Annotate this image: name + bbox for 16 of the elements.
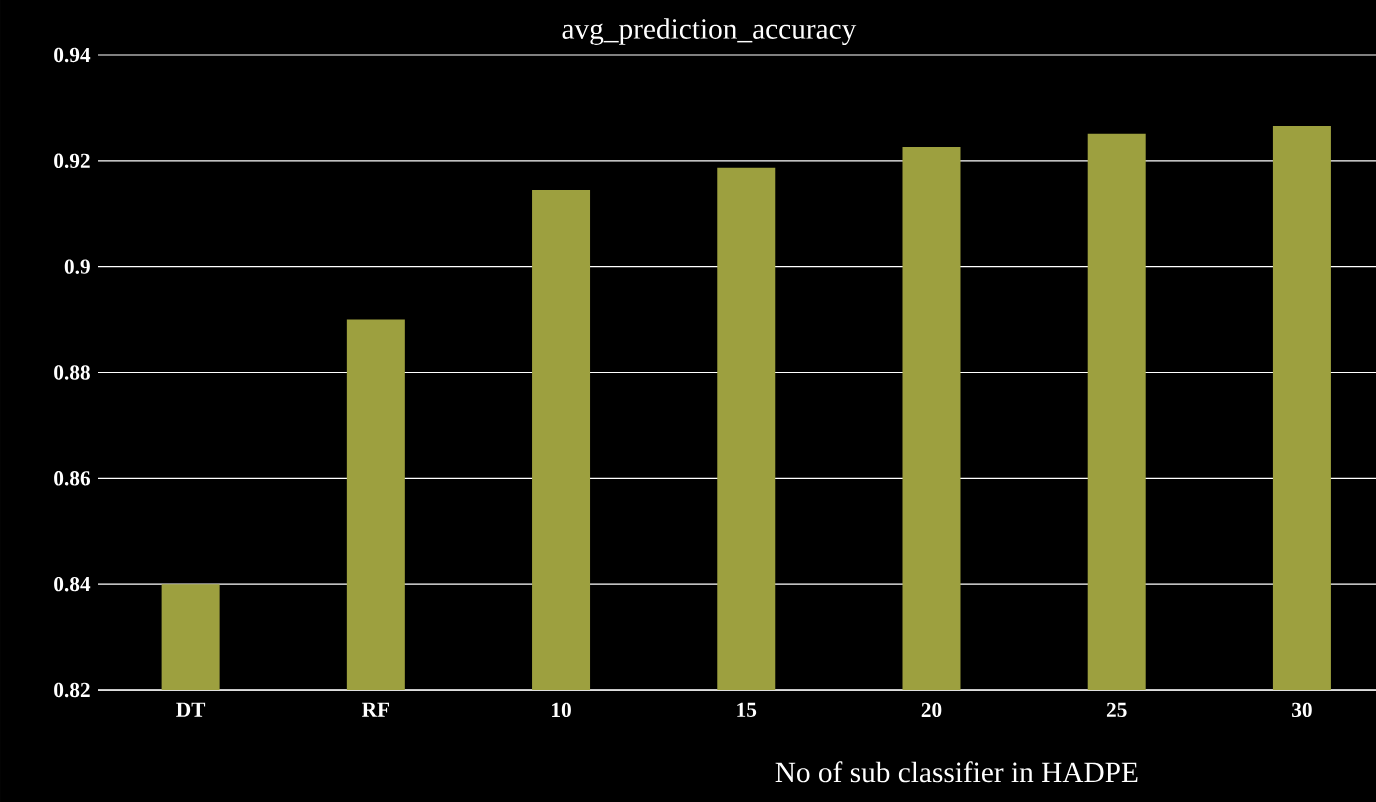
- x-tick-label: 15: [737, 702, 757, 717]
- x-tick-label: 25: [1106, 702, 1127, 718]
- y-tick-label: 0.86: [54, 471, 91, 486]
- x-tick-label: 10: [552, 702, 571, 718]
- x-tick-label: 30: [1292, 702, 1312, 718]
- y-tick-label: 0.88: [54, 365, 90, 380]
- y-tick-label: 0.9: [64, 259, 90, 274]
- x-tick-label: RF: [361, 702, 390, 717]
- y-tick-label: 0.92: [54, 153, 90, 169]
- y-tick-label: 0.82: [54, 682, 90, 698]
- y-tick-label: 0.94: [54, 47, 91, 63]
- x-axis-title: No of sub classifier in HADPE: [775, 761, 1138, 783]
- x-tick-label: 20: [921, 702, 942, 718]
- chart-title: avg_prediction_accuracy: [562, 18, 857, 45]
- x-tick-label: DT: [176, 702, 206, 717]
- y-tick-label: 0.84: [54, 576, 91, 592]
